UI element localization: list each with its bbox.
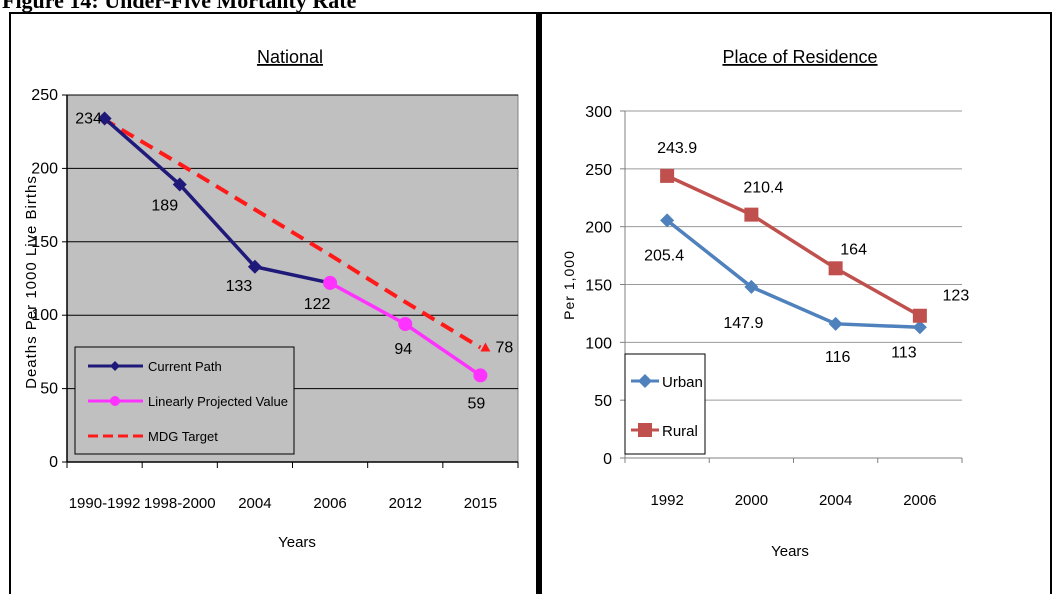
x-axis-label: Years	[771, 543, 809, 560]
legend-marker	[110, 396, 120, 406]
legend-label: Rural	[662, 423, 698, 440]
series-line-mdg-target	[101, 116, 482, 350]
data-label: 116	[825, 349, 851, 366]
data-label: 189	[151, 198, 178, 215]
data-label: 133	[226, 278, 253, 295]
y-tick-label: 250	[585, 162, 612, 179]
x-tick-label: 2004	[238, 495, 271, 512]
y-tick-label: 100	[31, 307, 58, 324]
data-point-urban	[912, 320, 927, 335]
x-tick-label: 2004	[819, 492, 852, 509]
legend-label: Current Path	[148, 359, 222, 374]
x-tick-label: 1998-2000	[144, 495, 216, 512]
series-line-urban	[666, 219, 920, 330]
y-tick-label: 0	[603, 451, 612, 468]
y-axis-label: Deaths Per 1000 Live Births	[23, 175, 40, 389]
residence-panel-frame	[538, 12, 1052, 594]
data-point-rural	[828, 261, 843, 276]
data-point-projected	[398, 317, 413, 332]
y-tick-label: 300	[585, 104, 612, 121]
y-tick-label: 200	[31, 160, 58, 177]
y-tick-label: 50	[40, 381, 58, 398]
legend-box	[624, 353, 706, 455]
data-label: 234	[75, 110, 102, 127]
data-point-projected	[473, 368, 488, 383]
data-label: 123	[943, 288, 970, 305]
y-tick-label: 200	[585, 220, 612, 237]
data-label: 59	[468, 395, 486, 412]
figure-caption: Figure 14: Under-Five Mortality Rate	[2, 0, 357, 13]
legend-marker	[110, 361, 120, 371]
data-point-rural	[660, 168, 675, 183]
x-tick-label: 2012	[389, 495, 422, 512]
data-point-urban	[744, 279, 759, 294]
data-point-urban	[828, 316, 843, 331]
legend-label: Urban	[662, 374, 703, 391]
chart-title: National	[257, 47, 323, 67]
x-axis-label: Years	[278, 534, 316, 551]
data-point-current-path	[97, 111, 112, 126]
x-tick-label: 1990-1992	[69, 495, 141, 512]
y-tick-label: 150	[31, 234, 58, 251]
data-point-current-path	[247, 259, 262, 274]
x-tick-label: 2015	[464, 495, 497, 512]
y-tick-label: 100	[585, 335, 612, 352]
x-tick-label: 1992	[650, 492, 683, 509]
y-axis-label: Per 1,000	[561, 250, 577, 320]
data-label: 205.4	[644, 247, 684, 264]
data-point-urban	[660, 213, 675, 228]
legend-label: MDG Target	[148, 429, 218, 444]
data-label: 78	[496, 339, 514, 356]
x-tick-label: 2006	[903, 492, 936, 509]
legend-label: Linearly Projected Value	[148, 394, 288, 409]
data-label: 113	[891, 344, 917, 361]
data-point-current-path	[172, 177, 187, 192]
y-tick-label: 250	[31, 87, 58, 104]
data-label: 147.9	[723, 315, 763, 332]
chart-title: Place of Residence	[722, 47, 877, 67]
data-point-rural	[912, 308, 927, 323]
data-point-mdg-target	[480, 342, 491, 352]
series-line-rural	[666, 174, 921, 318]
data-label: 210.4	[743, 180, 783, 197]
legend-marker	[638, 423, 652, 437]
x-tick-label: 2006	[313, 495, 346, 512]
data-label: 94	[394, 341, 412, 358]
y-tick-label: 150	[585, 278, 612, 295]
x-tick-label: 2000	[735, 492, 768, 509]
national-panel-frame	[9, 12, 538, 594]
y-tick-label: 50	[594, 393, 612, 410]
y-tick-label: 0	[49, 454, 58, 471]
data-point-projected	[323, 275, 338, 290]
data-label: 164	[840, 241, 867, 258]
data-label: 243.9	[657, 140, 697, 157]
series-line-current-path	[103, 117, 331, 285]
data-label: 122	[304, 296, 331, 313]
data-point-rural	[744, 207, 759, 222]
legend-marker	[638, 374, 652, 388]
